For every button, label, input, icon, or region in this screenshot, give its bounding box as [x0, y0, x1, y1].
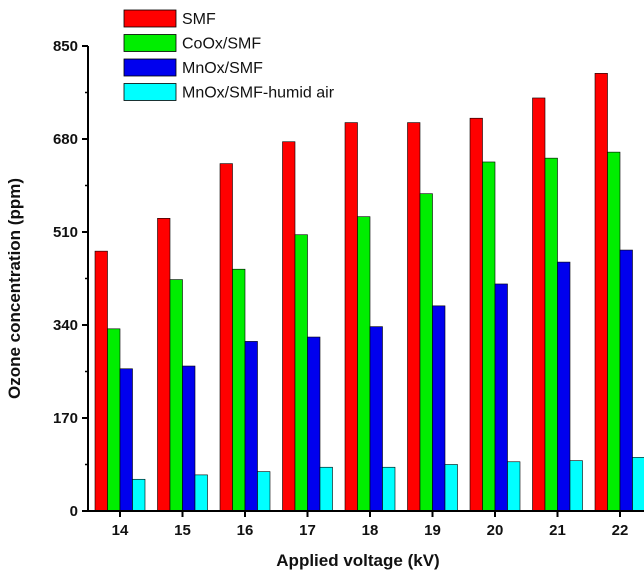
bar-coox-smf-22 [607, 151, 621, 512]
y-tick-label: 170 [53, 410, 78, 427]
bar-mnox-smf-15 [182, 365, 196, 512]
bar-mnox-smf-humid-air-17 [319, 466, 333, 512]
bar-smf-14 [94, 250, 108, 512]
x-tick-label: 19 [424, 522, 441, 539]
bar-smf-15 [157, 218, 171, 512]
bar-smf-16 [219, 163, 233, 512]
bar-mnox-smf-17 [307, 336, 321, 512]
bar-smf-19 [407, 122, 421, 512]
x-ticks: 14 15 16 17 18 19 20 21 22 [112, 511, 629, 539]
x-tick-label: 18 [362, 522, 379, 539]
y-tick-label: 850 [53, 38, 78, 55]
bar-smf-17 [282, 141, 296, 512]
bar-mnox-smf-humid-air-14 [132, 478, 146, 512]
bar-mnox-smf-humid-air-22 [632, 457, 644, 512]
x-tick-label: 17 [299, 522, 316, 539]
legend-label: CoOx/SMF [182, 36, 261, 53]
bar-smf-22 [594, 73, 608, 512]
bar-mnox-smf-humid-air-19 [444, 464, 458, 512]
y-ticks: 0 170 340 510 680 850 [53, 38, 88, 520]
bar-coox-smf-17 [294, 234, 308, 512]
bar-mnox-smf-humid-air-21 [569, 460, 583, 512]
x-tick-label: 22 [612, 522, 629, 539]
x-tick-label: 15 [174, 522, 191, 539]
bar-mnox-smf-humid-air-18 [382, 466, 396, 512]
bar-mnox-smf-22 [619, 249, 633, 512]
bar-smf-21 [532, 97, 546, 512]
bar-mnox-smf-humid-air-16 [257, 471, 271, 512]
bar-mnox-smf-20 [494, 283, 508, 512]
legend-label: SMF [182, 11, 216, 28]
x-axis-title: Applied voltage (kV) [276, 551, 439, 570]
bar-coox-smf-14 [107, 328, 121, 512]
legend-swatch [123, 9, 177, 28]
bar-mnox-smf-14 [119, 368, 133, 512]
legend-swatch [123, 83, 177, 101]
y-tick-label: 0 [70, 503, 78, 520]
x-tick-label: 16 [237, 522, 254, 539]
bar-coox-smf-21 [544, 157, 558, 512]
bar-coox-smf-19 [419, 193, 433, 512]
x-tick-label: 21 [549, 522, 566, 539]
bar-mnox-smf-16 [244, 341, 258, 512]
bar-smf-20 [469, 117, 483, 512]
legend-swatch [123, 34, 177, 52]
bar-coox-smf-15 [169, 279, 183, 512]
legend: SMF CoOx/SMF MnOx/SMF MnOx/SMF-humid air [123, 9, 335, 102]
bar-coox-smf-16 [232, 268, 246, 512]
bar-smf-18 [344, 122, 358, 512]
bar-coox-smf-18 [357, 216, 371, 512]
legend-swatch [123, 58, 177, 77]
legend-label: MnOx/SMF [182, 60, 263, 77]
x-tick-label: 20 [487, 522, 504, 539]
bar-mnox-smf-humid-air-15 [194, 474, 208, 512]
y-tick-label: 340 [53, 317, 78, 334]
legend-label: MnOx/SMF-humid air [182, 85, 335, 102]
bar-coox-smf-20 [482, 161, 496, 512]
y-axis-title: Ozone concentration (ppm) [5, 178, 24, 399]
bar-mnox-smf-humid-air-20 [507, 461, 521, 512]
bar-mnox-smf-18 [369, 326, 383, 512]
bars-layer [94, 73, 644, 512]
bar-mnox-smf-21 [557, 261, 571, 512]
y-tick-label: 680 [53, 131, 78, 148]
bar-mnox-smf-19 [432, 305, 446, 512]
x-tick-label: 14 [112, 522, 129, 539]
y-tick-label: 510 [53, 224, 78, 241]
